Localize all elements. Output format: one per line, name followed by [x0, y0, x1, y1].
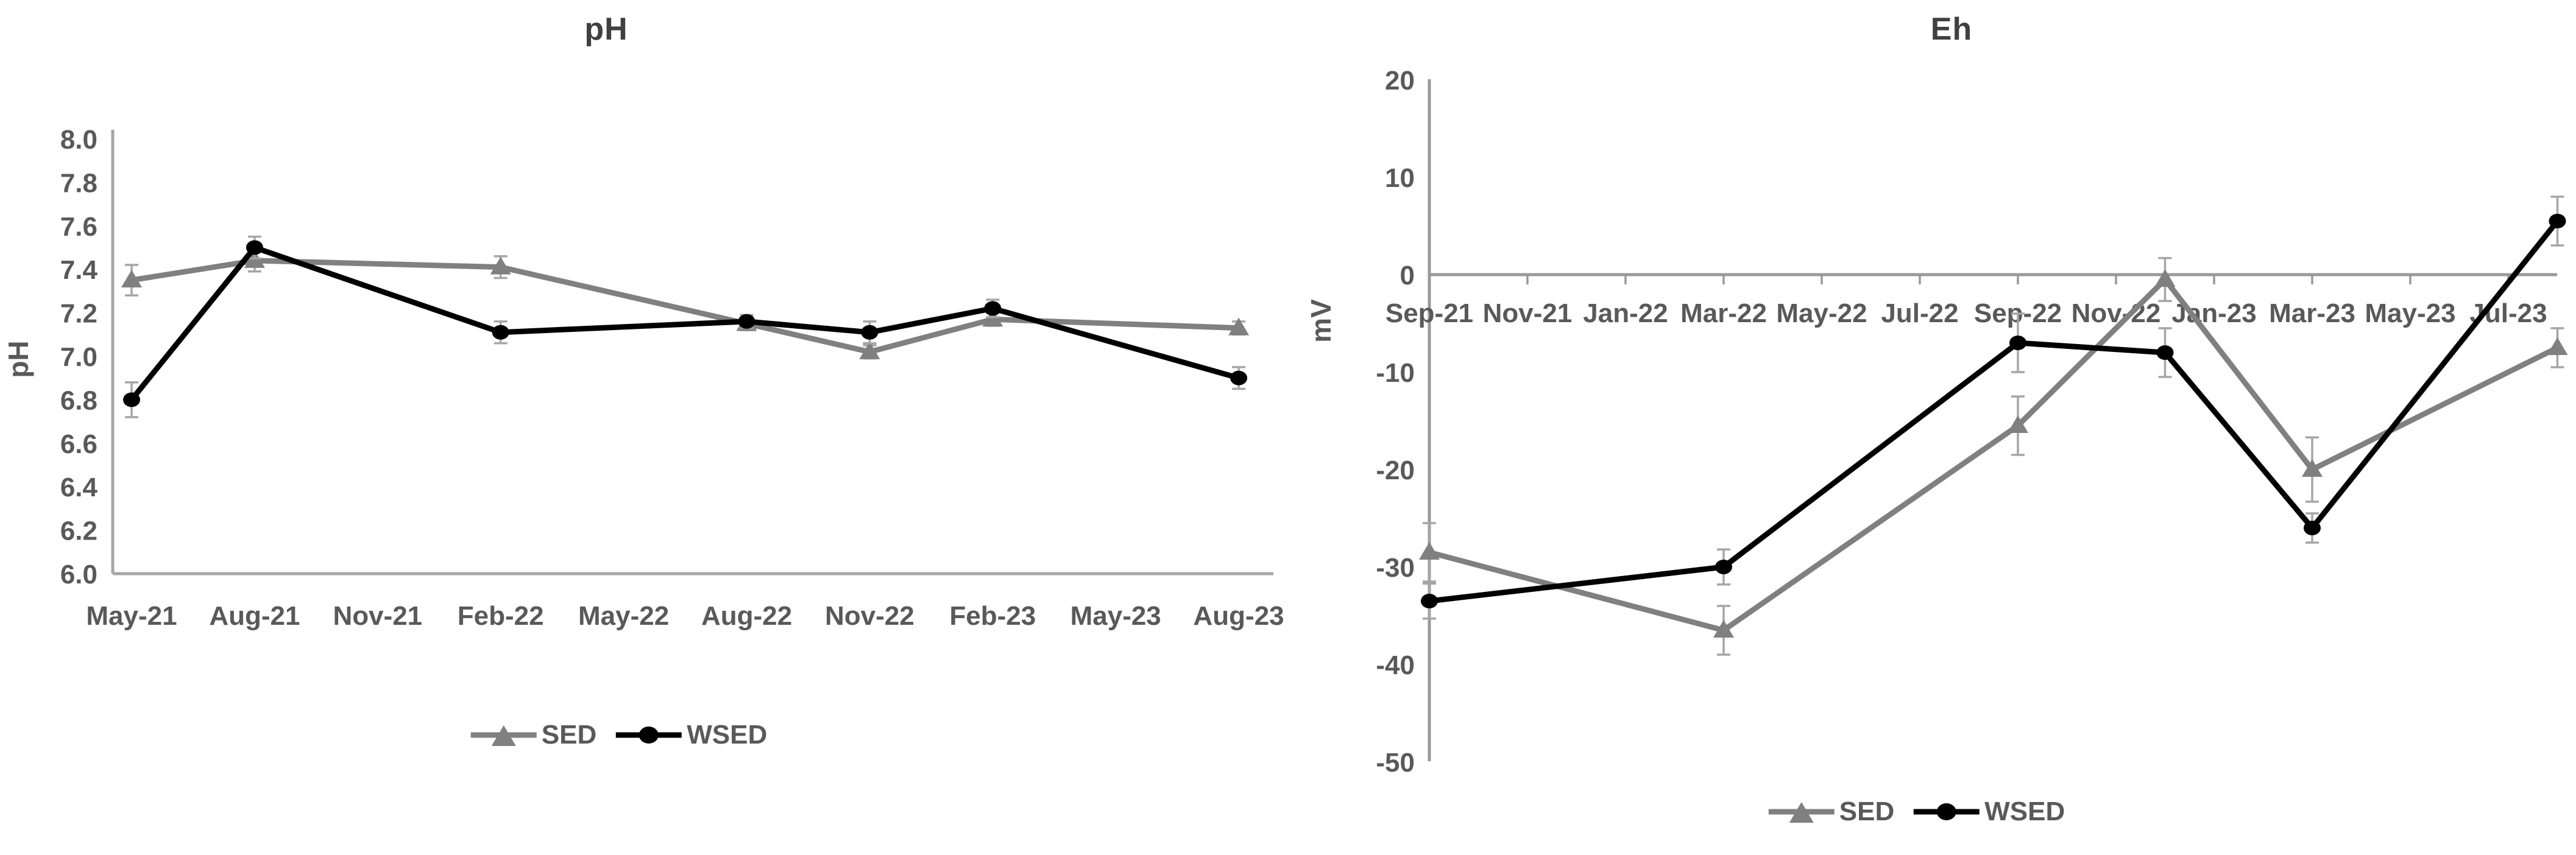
sed-triangle-legend-icon — [470, 725, 537, 746]
eh-legend-label-sed: SED — [1839, 797, 1895, 826]
svg-text:May-23: May-23 — [1070, 601, 1161, 631]
svg-text:May-21: May-21 — [86, 601, 177, 631]
svg-text:10: 10 — [1385, 163, 1415, 193]
svg-text:-30: -30 — [1376, 553, 1415, 583]
svg-text:7.2: 7.2 — [60, 299, 97, 329]
wsed-circle-legend-icon — [1914, 803, 1980, 820]
eh-chart-title: Eh — [1930, 12, 1973, 47]
eh-legend: SED WSED — [1767, 797, 2065, 827]
ph-plot-area: 8.0 7.8 7.6 7.4 7.2 7.0 6.8 6.6 6.4 6.2 6.0 May-21 A… — [2, 125, 1284, 631]
svg-text:Sep-21: Sep-21 — [1385, 298, 1473, 328]
svg-text:Jan-22: Jan-22 — [1583, 298, 1668, 328]
svg-text:6.6: 6.6 — [60, 429, 97, 459]
svg-text:May-22: May-22 — [578, 601, 669, 631]
svg-text:Mar-23: Mar-23 — [2269, 298, 2355, 328]
svg-text:8.0: 8.0 — [60, 125, 97, 155]
svg-text:pH: pH — [2, 340, 34, 378]
svg-text:6.0: 6.0 — [60, 560, 97, 589]
svg-text:May-23: May-23 — [2365, 298, 2455, 328]
svg-text:-10: -10 — [1376, 358, 1415, 388]
ph-legend-item-sed: SED — [470, 720, 596, 750]
wsed-circle-legend-icon — [616, 727, 682, 744]
eh-legend-label-wsed: WSED — [1984, 797, 2065, 826]
svg-text:6.8: 6.8 — [60, 385, 97, 415]
svg-text:7.4: 7.4 — [60, 255, 98, 285]
svg-text:0: 0 — [1400, 261, 1415, 290]
svg-text:Aug-21: Aug-21 — [209, 601, 300, 631]
svg-text:Feb-22: Feb-22 — [458, 601, 544, 631]
svg-text:-40: -40 — [1376, 650, 1415, 680]
eh-chart-panel: Eh 20 10 0 -10 -20 -30 -40 -50 Sep-21 Nov-21 Jan-2… — [1286, 0, 2576, 855]
ph-legend-label-wsed: WSED — [687, 720, 768, 750]
sed-triangle-legend-icon — [1768, 802, 1835, 823]
svg-text:Aug-22: Aug-22 — [701, 601, 792, 631]
svg-text:May-22: May-22 — [1776, 298, 1867, 328]
ph-legend-label-sed: SED — [541, 720, 597, 750]
svg-text:Nov-22: Nov-22 — [825, 601, 915, 631]
eh-plot-area: 20 10 0 -10 -20 -30 -40 -50 Sep-21 Nov-21 Jan-22 Ma… — [1305, 66, 2568, 778]
svg-text:-50: -50 — [1376, 748, 1415, 778]
svg-text:Aug-23: Aug-23 — [1194, 601, 1284, 631]
svg-text:7.0: 7.0 — [60, 342, 97, 372]
eh-legend-item-wsed: WSED — [1913, 797, 2065, 827]
svg-text:mV: mV — [1305, 299, 1337, 343]
svg-text:6.4: 6.4 — [60, 473, 98, 502]
ph-legend: SED WSED — [470, 720, 767, 750]
ph-legend-item-wsed: WSED — [615, 720, 767, 750]
eh-legend-item-sed: SED — [1767, 797, 1894, 827]
svg-text:-20: -20 — [1376, 456, 1415, 485]
svg-text:Jul-22: Jul-22 — [1881, 298, 1958, 328]
ph-chart-title: pH — [584, 12, 628, 47]
svg-text:20: 20 — [1385, 66, 1415, 96]
ph-chart-panel: pH 8.0 7.8 7.6 7.4 7.2 7.0 6.8 6.6 6.4 6.2 6.0 May-… — [0, 0, 1286, 855]
svg-text:6.2: 6.2 — [60, 516, 97, 546]
svg-text:Nov-21: Nov-21 — [1483, 298, 1573, 328]
svg-text:Feb-23: Feb-23 — [949, 601, 1036, 631]
svg-text:Nov-22: Nov-22 — [2072, 298, 2161, 328]
svg-text:7.8: 7.8 — [60, 168, 97, 198]
svg-text:7.6: 7.6 — [60, 212, 97, 242]
svg-text:Nov-21: Nov-21 — [333, 601, 422, 631]
svg-text:Mar-22: Mar-22 — [1680, 298, 1767, 328]
